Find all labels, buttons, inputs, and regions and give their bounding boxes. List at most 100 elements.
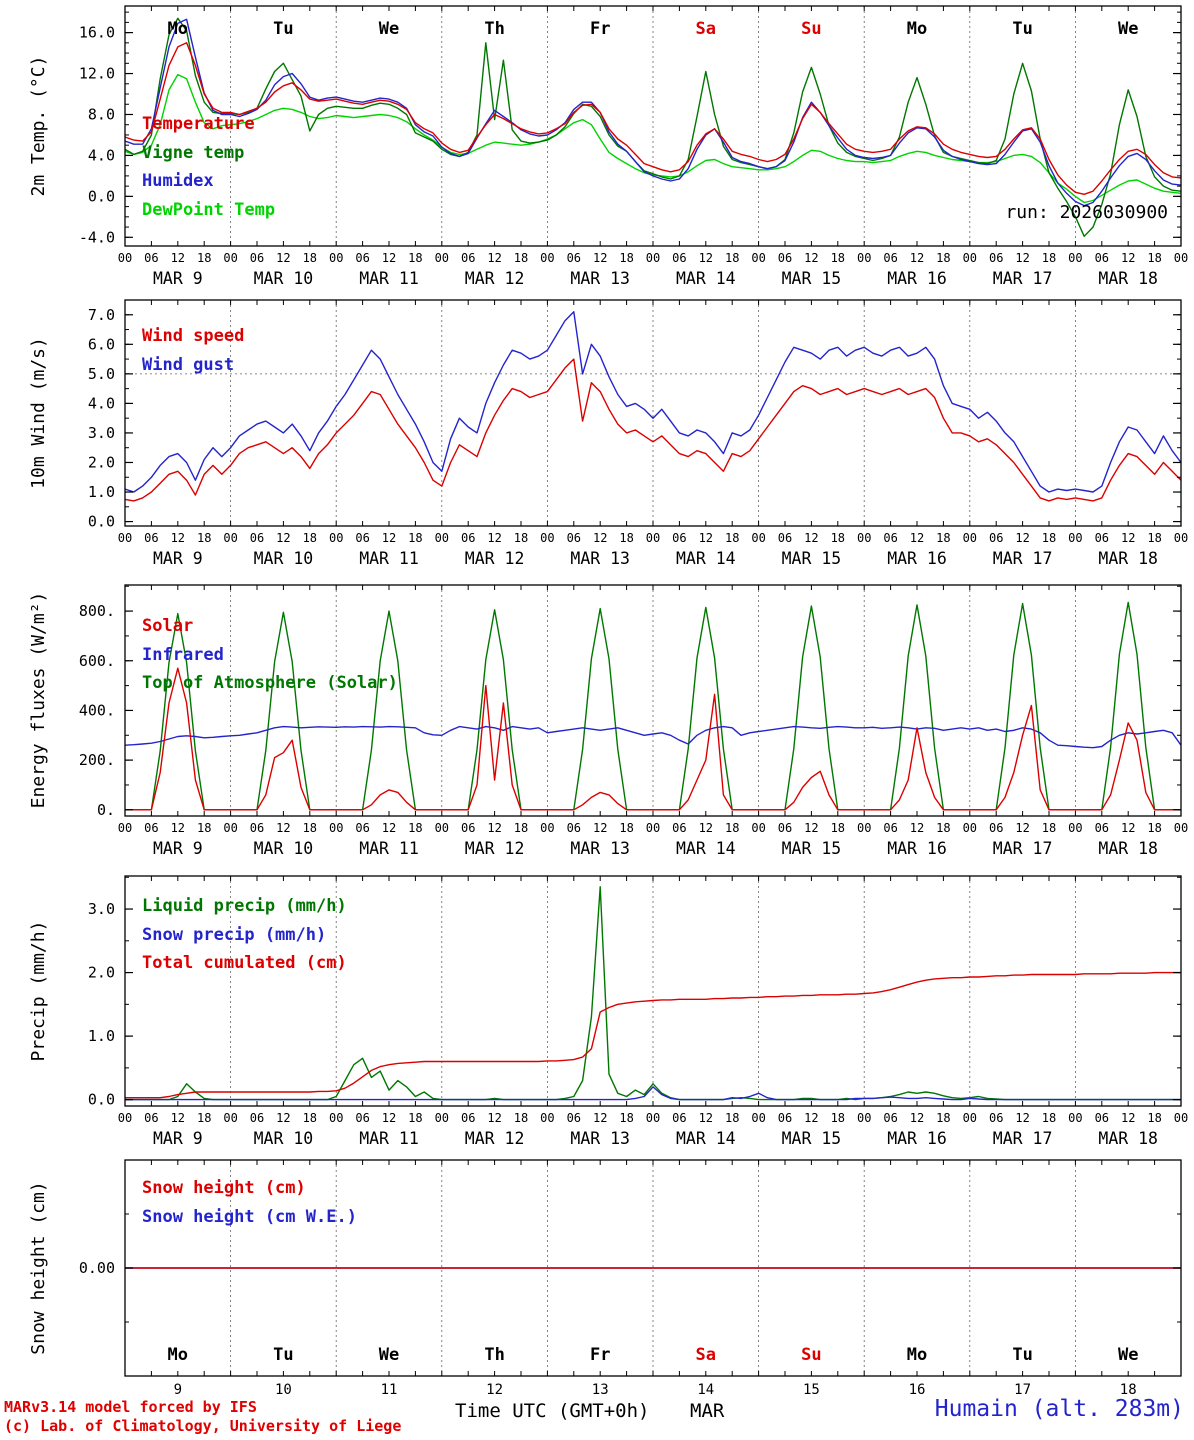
hour-tick-label: 00 [1174,531,1188,545]
hour-tick-label: 18 [619,1111,633,1125]
hour-tick-label: 00 [963,531,977,545]
y-tick-label: 7.0 [88,306,115,324]
hour-tick-label: 12 [171,251,185,265]
hour-tick-label: 18 [408,531,422,545]
hour-tick-label: 12 [910,1111,924,1125]
y-tick-label: 2.0 [88,964,115,982]
hour-tick-label: 18 [619,821,633,835]
day-number-label: 17 [1014,1382,1031,1398]
hour-tick-label: 00 [751,531,765,545]
date-label: MAR 13 [570,549,630,568]
hour-tick-label: 18 [408,251,422,265]
date-label: MAR 15 [782,269,842,288]
hour-tick-label: 12 [487,821,501,835]
day-name-label: Tu [1012,1345,1032,1365]
panel-precip: 0.0 1.0 2.0 3.0 00 06 12 18 00 06 12 18 00 06 12 18 00 06… [88,875,1188,1148]
hour-tick-label: 06 [250,251,264,265]
hour-tick-label: 12 [276,531,290,545]
day-name-label: Tu [1012,19,1032,39]
day-name-label: Mo [168,19,188,39]
hour-tick-label: 12 [1015,531,1029,545]
hour-tick-label: 06 [355,251,369,265]
hour-tick-label: 00 [329,251,343,265]
hour-tick-label: 12 [593,251,607,265]
y-tick-label: 5.0 [88,365,115,383]
hour-tick-label: 06 [144,821,158,835]
hour-tick-label: 06 [461,251,475,265]
day-name-label: Tu [273,19,293,39]
hour-tick-label: 06 [989,251,1003,265]
date-label: MAR 16 [887,839,947,858]
hour-tick-label: 06 [778,251,792,265]
hour-tick-label: 00 [1174,1111,1188,1125]
hour-tick-label: 18 [197,531,211,545]
hour-tick-label: 18 [936,531,950,545]
hour-tick-label: 18 [1042,1111,1056,1125]
y-tick-label: 1.0 [88,483,115,501]
hour-tick-label: 18 [197,821,211,835]
hour-tick-label: 06 [1095,821,1109,835]
hour-tick-label: 00 [540,251,554,265]
hour-tick-label: 00 [1174,251,1188,265]
hour-tick-label: 06 [144,1111,158,1125]
hour-tick-label: 12 [1121,251,1135,265]
series-wind-gust [124,311,1182,493]
hour-tick-label: 12 [910,821,924,835]
hour-tick-label: 00 [435,251,449,265]
date-label: MAR 12 [465,839,525,858]
hour-tick-label: 12 [276,1111,290,1125]
legend-temperature-0: Temperature [142,114,255,134]
date-label: MAR 13 [570,839,630,858]
station-label: Humain (alt. 283m) [934,1396,1184,1422]
hour-tick-label: 00 [329,821,343,835]
series-total-cumulated [125,971,1181,1099]
hour-tick-label: 12 [910,531,924,545]
hour-tick-label: 18 [197,251,211,265]
hour-tick-label: 06 [778,531,792,545]
hour-tick-label: 18 [831,251,845,265]
hour-tick-label: 12 [382,531,396,545]
day-name-label: Mo [907,1345,927,1365]
date-label: MAR 18 [1098,1129,1158,1148]
hour-tick-label: 06 [567,531,581,545]
hour-tick-label: 06 [989,1111,1003,1125]
hour-tick-label: 00 [963,251,977,265]
hour-tick-label: 06 [883,821,897,835]
hour-tick-label: 18 [1042,531,1056,545]
hour-tick-label: 00 [751,251,765,265]
hour-tick-label: 18 [725,531,739,545]
hour-tick-label: 00 [435,1111,449,1125]
y-tick-label: 2.0 [88,453,115,471]
hour-tick-label: 12 [1015,251,1029,265]
y-tick-label: 0. [97,801,115,819]
hour-tick-label: 00 [223,821,237,835]
hour-tick-label: 18 [1147,1111,1161,1125]
hour-tick-label: 12 [382,1111,396,1125]
y-tick-label: 8.0 [88,105,115,123]
hour-tick-label: 12 [276,251,290,265]
y-axis-title-snow: Snow height (cm) [27,1181,49,1355]
day-name-label: We [379,19,399,39]
hour-tick-label: 06 [672,1111,686,1125]
y-tick-label: 4.0 [88,146,115,164]
hour-tick-label: 06 [355,1111,369,1125]
hour-tick-label: 00 [223,531,237,545]
series-humidex [124,18,1182,207]
hour-tick-label: 12 [487,531,501,545]
legend-wind-0: Wind speed [142,326,245,346]
hour-tick-label: 00 [646,821,660,835]
y-tick-label: 600. [79,652,115,670]
date-label: MAR 15 [782,549,842,568]
hour-tick-label: 06 [1095,251,1109,265]
hour-tick-label: 00 [857,821,871,835]
series-vigne-temp [124,17,1182,238]
hour-tick-label: 18 [303,821,317,835]
date-label: MAR 13 [570,1129,630,1148]
panel-frame [124,299,1182,527]
hour-tick-label: 06 [989,821,1003,835]
hour-tick-label: 06 [567,821,581,835]
hour-tick-label: 18 [936,821,950,835]
date-label: MAR 10 [254,839,314,858]
y-tick-label: 0.0 [88,1091,115,1109]
